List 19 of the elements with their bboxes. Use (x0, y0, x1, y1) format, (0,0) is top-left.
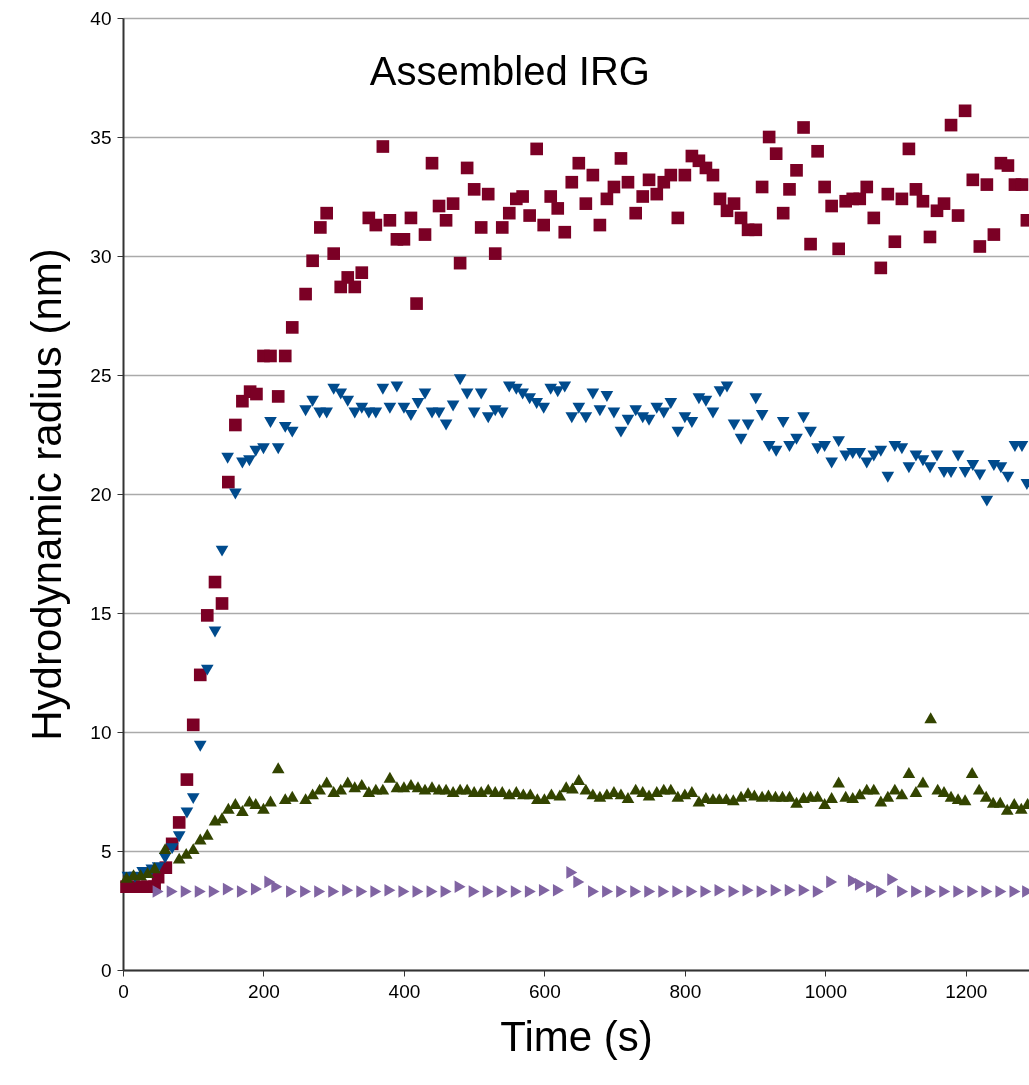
x-tick-label: 400 (388, 980, 421, 1002)
y-tick-label: 40 (90, 7, 112, 29)
x-tick-label: 0 (118, 980, 129, 1002)
y-tick-label: 10 (90, 721, 112, 743)
y-axis-title: Hydrodynamic radius (nm) (23, 248, 71, 741)
y-tick-label: 25 (90, 364, 112, 386)
x-tick-label: 1000 (804, 980, 847, 1002)
y-tick-label: 0 (100, 959, 112, 981)
x-tick-label: 600 (529, 980, 561, 1002)
x-tick-label: 800 (669, 980, 702, 1002)
y-tick-label: 5 (100, 840, 112, 862)
y-tick-label: 30 (90, 245, 112, 267)
x-tick-label: 1200 (945, 980, 988, 1002)
y-tick-label: 35 (90, 126, 112, 148)
x-axis-title: Time (s) (500, 1012, 653, 1060)
text: Assembled IRG (369, 49, 650, 93)
y-tick-label: 15 (90, 602, 112, 624)
x-tick-label: 200 (248, 980, 280, 1002)
y-tick-label: 20 (90, 483, 112, 505)
